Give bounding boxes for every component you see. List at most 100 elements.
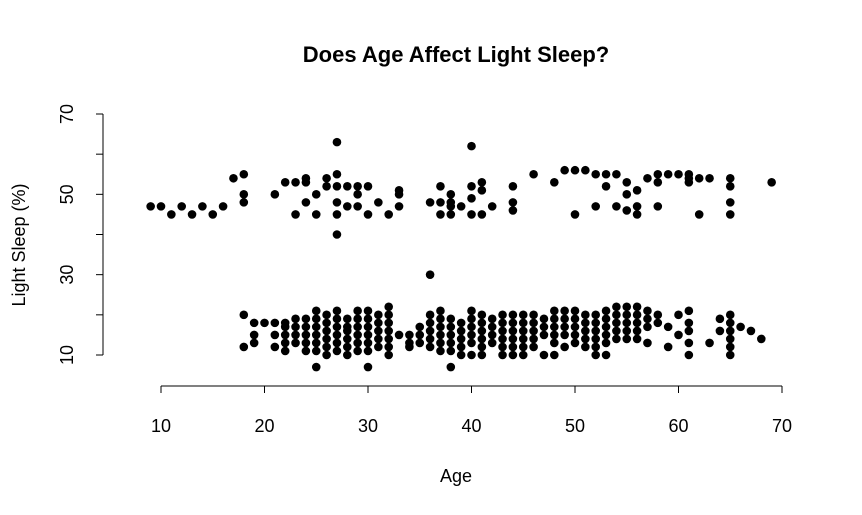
data-point — [384, 350, 394, 360]
data-point — [425, 310, 435, 320]
data-point — [612, 169, 621, 179]
data-point — [353, 330, 362, 340]
data-point — [436, 338, 445, 348]
data-point — [436, 330, 445, 340]
data-point — [643, 338, 652, 348]
data-point — [591, 350, 600, 360]
data-point — [612, 302, 621, 312]
data-point — [198, 202, 207, 211]
data-point — [332, 314, 342, 324]
data-point — [322, 350, 331, 360]
data-point — [725, 326, 735, 336]
data-point — [343, 334, 352, 344]
data-point — [653, 177, 663, 187]
data-point — [467, 350, 476, 360]
data-point — [446, 190, 456, 199]
data-point — [622, 310, 632, 320]
data-point — [550, 314, 559, 324]
data-point — [363, 314, 373, 324]
data-point — [363, 338, 373, 348]
data-point — [353, 182, 362, 191]
data-point — [591, 202, 600, 211]
data-point — [570, 314, 580, 324]
data-point — [467, 194, 476, 203]
data-point — [622, 177, 632, 187]
data-point — [311, 330, 321, 340]
data-point — [280, 322, 290, 332]
data-point — [332, 306, 342, 316]
data-point — [384, 326, 394, 336]
x-tick-label: 50 — [565, 416, 585, 436]
data-point — [363, 322, 373, 332]
data-point — [332, 182, 342, 191]
y-tick-label: 30 — [57, 265, 77, 285]
data-point — [653, 310, 663, 320]
data-point — [229, 173, 238, 183]
data-point — [601, 338, 611, 348]
data-point — [581, 165, 590, 175]
data-point — [560, 342, 569, 352]
data-point — [498, 318, 507, 328]
data-point — [477, 334, 487, 344]
data-point — [601, 322, 611, 332]
data-point — [508, 326, 518, 336]
data-point — [570, 306, 580, 316]
data-point — [343, 350, 352, 360]
data-point — [487, 322, 497, 332]
x-axis-label: Age — [440, 466, 472, 486]
data-point — [270, 318, 280, 328]
data-point — [436, 306, 445, 316]
data-point — [291, 314, 300, 324]
data-point — [487, 202, 497, 211]
data-point — [177, 202, 186, 211]
data-point — [301, 198, 311, 207]
data-point — [363, 346, 373, 356]
data-point — [353, 314, 362, 324]
data-point — [425, 326, 435, 336]
data-point — [757, 334, 766, 344]
data-point — [591, 318, 600, 328]
data-point — [612, 334, 621, 344]
data-point — [436, 346, 445, 356]
data-point — [529, 326, 538, 336]
data-point — [529, 334, 538, 344]
data-point — [508, 350, 518, 360]
data-point — [239, 169, 249, 179]
data-point — [446, 330, 456, 340]
data-point — [249, 330, 259, 340]
data-point — [146, 202, 155, 211]
data-point — [550, 322, 559, 332]
data-point — [249, 318, 259, 328]
data-point — [446, 314, 456, 324]
data-point — [311, 190, 321, 199]
data-point — [425, 270, 435, 279]
x-tick-label: 40 — [461, 416, 481, 436]
data-point — [550, 177, 559, 187]
data-point — [353, 322, 362, 332]
data-point — [280, 330, 290, 340]
data-point — [529, 342, 538, 352]
data-point — [560, 330, 569, 340]
data-point — [260, 318, 269, 328]
data-point — [560, 165, 569, 175]
data-point — [456, 202, 466, 211]
data-point — [715, 314, 725, 324]
data-point — [467, 210, 476, 219]
data-point — [653, 169, 663, 179]
data-point — [332, 198, 342, 207]
data-point — [456, 318, 466, 328]
data-point — [601, 350, 611, 360]
data-point — [632, 310, 642, 320]
data-point — [456, 334, 466, 344]
data-point — [622, 302, 632, 312]
data-point — [322, 182, 331, 191]
data-point — [601, 306, 611, 316]
data-point — [436, 182, 445, 191]
data-point — [467, 182, 476, 191]
data-point — [436, 314, 445, 324]
data-point — [529, 169, 538, 179]
data-point — [332, 137, 342, 147]
data-point — [539, 330, 549, 340]
data-point — [684, 306, 694, 316]
